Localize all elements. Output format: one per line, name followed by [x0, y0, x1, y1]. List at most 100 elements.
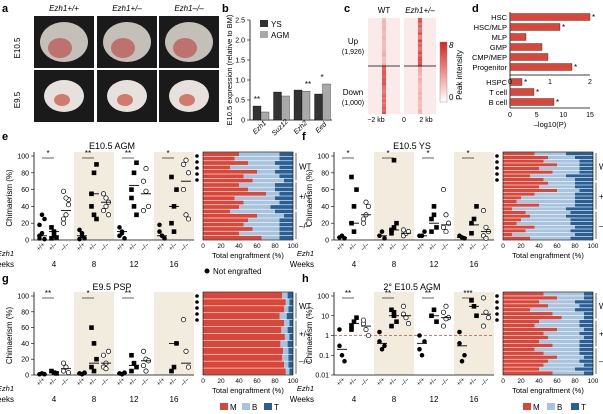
heatmap-peak — [382, 54, 386, 56]
stacked-segment — [235, 196, 276, 200]
data-point — [383, 344, 387, 348]
x-tick-label: 100 — [588, 378, 599, 385]
heatmap-peak — [382, 18, 386, 20]
ezh1-label: Ezh1 — [297, 249, 314, 258]
heatmap-peak — [382, 59, 386, 61]
genotype-tick: +/– — [88, 377, 99, 388]
stacked-segment — [288, 341, 293, 347]
data-point — [61, 189, 65, 193]
panel-c: WT Ezh1+/– Up (1,926) Down (1,000) −2 kb… — [342, 6, 464, 124]
data-point — [343, 236, 347, 240]
not-engrafted-dot — [495, 154, 499, 158]
y-tick-label: 0.1 — [319, 353, 329, 360]
data-point — [406, 321, 410, 325]
stacked-segment — [203, 368, 286, 374]
stacked-segment — [275, 196, 293, 200]
stacked-segment — [503, 152, 535, 155]
stacked-segment — [248, 161, 275, 165]
genotype-tick: –/– — [100, 242, 111, 253]
stacked-segment — [535, 226, 576, 229]
y-tick-label: 1.5 — [235, 58, 245, 65]
data-point — [144, 369, 148, 373]
significance-mark: * — [556, 98, 559, 107]
stacked-segment — [580, 160, 594, 163]
data-point — [484, 236, 488, 240]
bar — [510, 24, 560, 31]
heatmap-peak — [418, 102, 422, 104]
stacked-segment — [503, 160, 544, 163]
stacked-segment — [580, 340, 594, 343]
data-point — [432, 204, 436, 208]
legend-b-swatch — [547, 403, 555, 410]
panel-letter-c: c — [344, 3, 350, 15]
data-point — [350, 175, 354, 179]
stacked-segment — [544, 292, 585, 295]
x-tick-label: 0 — [201, 243, 205, 250]
data-point — [141, 363, 145, 367]
embryo-heart — [54, 94, 70, 106]
data-point — [38, 223, 42, 227]
stacked-segment — [283, 348, 288, 354]
panel-g: 020406080100Chimaerism (%)+/+ +/– –/–**4+/… — [0, 289, 312, 404]
stacked-segment — [280, 341, 287, 347]
data-point — [61, 217, 65, 221]
x-tick-label: 0 — [201, 378, 205, 385]
stacked-segment — [280, 192, 294, 196]
data-point — [170, 175, 174, 179]
genotype-tick: +/– — [388, 242, 399, 253]
stacked-segment — [275, 188, 293, 192]
stacked-segment — [203, 196, 235, 200]
heatmap-peak — [418, 28, 422, 30]
genotype-tick: +/– — [468, 377, 479, 388]
data-point — [172, 365, 176, 369]
genotype-side-label: WT — [599, 163, 603, 172]
genotype-tick: –/– — [180, 377, 191, 388]
genotype-tick: –/– — [360, 377, 371, 388]
heatmap-peak — [382, 109, 386, 111]
data-point — [355, 316, 359, 320]
stacked-segment — [539, 185, 575, 188]
data-point — [104, 204, 108, 208]
data-point — [104, 196, 108, 200]
stacked-segment — [282, 355, 288, 361]
stacked-segment — [203, 188, 248, 192]
x-tick-label: 80 — [571, 243, 579, 250]
panel-c-xtick: −2 kb — [367, 117, 384, 124]
heatmap-peak — [382, 61, 386, 63]
stacked-segment — [244, 174, 280, 178]
x-tick-label: 0 — [508, 112, 512, 119]
panel-c-col-label: Ezh1+/– — [405, 6, 435, 15]
heatmap-peak — [418, 32, 422, 34]
stacked-segment — [203, 292, 282, 298]
week-label: 4 — [52, 260, 57, 269]
panel-f-title: E10.5 YS — [393, 141, 431, 151]
genotype-tick: +/+ — [76, 242, 87, 253]
data-point — [40, 231, 44, 235]
stacked-segment — [203, 227, 253, 231]
stacked-segment — [539, 367, 575, 370]
data-point — [92, 171, 96, 175]
data-point — [184, 213, 188, 217]
heatmap-peak — [418, 40, 422, 42]
not-engrafted-label: Not engrafted — [213, 267, 261, 276]
stacked-segment — [503, 352, 544, 355]
x-tick-label: 5 — [535, 112, 539, 119]
lineage-legend: M B T — [523, 403, 586, 412]
stacked-segment — [580, 344, 594, 347]
stacked-segment — [503, 174, 530, 177]
data-point — [432, 213, 436, 217]
x-tick-label: 60 — [553, 243, 561, 250]
not-engrafted-dot — [495, 166, 499, 170]
stacked-segment — [503, 178, 544, 181]
stacked-segment — [571, 218, 594, 221]
bar — [510, 54, 548, 61]
stacked-segment — [575, 185, 593, 188]
week-label: 12 — [430, 260, 439, 269]
stacked-segment — [535, 193, 576, 196]
not-engrafted-dot — [195, 172, 199, 176]
heatmap-peak — [418, 68, 422, 70]
data-point — [95, 162, 99, 166]
genotype-tick: –/– — [140, 242, 151, 253]
panel-c-col-label: WT — [378, 6, 391, 15]
